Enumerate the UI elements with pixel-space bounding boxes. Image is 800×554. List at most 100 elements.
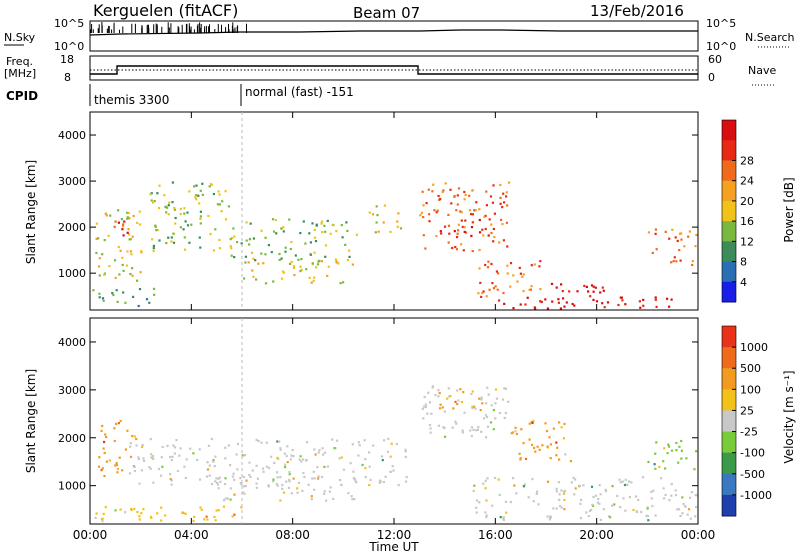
- heatmap-cell: [456, 203, 459, 206]
- heatmap-cell: [399, 227, 403, 230]
- heatmap-cell: [216, 483, 220, 486]
- heatmap-cell: [128, 472, 132, 475]
- heatmap-cell: [298, 458, 301, 461]
- colorbar-tick-label: -100: [740, 447, 765, 460]
- heatmap-cell: [287, 486, 290, 489]
- heatmap-cell: [492, 227, 495, 231]
- heatmap-cell: [364, 467, 367, 470]
- heatmap-cell: [346, 258, 349, 262]
- heatmap-cell: [119, 420, 122, 423]
- heatmap-cell: [524, 457, 528, 460]
- heatmap-cell: [340, 483, 343, 487]
- heatmap-cell: [380, 455, 384, 458]
- heatmap-cell: [351, 443, 354, 446]
- heatmap-cell: [673, 256, 676, 259]
- heatmap-cell: [308, 276, 311, 279]
- heatmap-cell: [129, 445, 132, 448]
- heatmap-cell: [501, 223, 504, 226]
- colorbar-segment: [722, 241, 736, 263]
- heatmap-cell: [482, 290, 485, 293]
- heatmap-cell: [313, 236, 316, 239]
- heatmap-cell: [694, 245, 697, 248]
- heatmap-cell: [404, 450, 407, 453]
- heatmap-cell: [624, 478, 627, 481]
- heatmap-cell: [317, 451, 320, 454]
- heatmap-cell: [423, 395, 426, 399]
- heatmap-cell: [296, 487, 299, 490]
- heatmap-cell: [158, 184, 161, 187]
- time-axis-label: Time UT: [368, 540, 419, 554]
- heatmap-cell: [474, 407, 477, 410]
- heatmap-cell: [190, 223, 193, 226]
- heatmap-cell: [338, 457, 341, 460]
- heatmap-cell: [654, 514, 657, 517]
- heatmap-cell: [463, 411, 466, 414]
- heatmap-cell: [424, 406, 427, 409]
- heatmap-cell: [131, 267, 134, 270]
- heatmap-cell: [169, 455, 172, 459]
- heatmap-cell: [150, 192, 153, 195]
- heatmap-cell: [174, 222, 177, 225]
- heatmap-cell: [326, 274, 329, 277]
- nsearch-tick-high: 10^5: [706, 17, 736, 30]
- heatmap-cell: [230, 247, 233, 250]
- heatmap-cell: [503, 416, 506, 419]
- heatmap-cell: [289, 458, 292, 461]
- heatmap-cell: [97, 465, 101, 468]
- heatmap-cell: [471, 405, 474, 408]
- heatmap-cell: [313, 448, 316, 451]
- heatmap-cell: [664, 230, 667, 233]
- heatmap-cell: [483, 215, 486, 218]
- heatmap-cell: [281, 270, 285, 273]
- heatmap-cell: [224, 446, 227, 449]
- heatmap-cell: [102, 299, 105, 302]
- colorbar-tick-label: 100: [740, 383, 761, 396]
- heatmap-cell: [224, 477, 227, 480]
- heatmap-cell: [117, 245, 120, 249]
- heatmap-cell: [462, 249, 465, 252]
- heatmap-cell: [347, 492, 350, 495]
- heatmap-cell: [276, 456, 279, 459]
- heatmap-cell: [492, 409, 495, 412]
- heatmap-cell: [437, 389, 440, 392]
- heatmap-cell: [361, 463, 364, 467]
- heatmap-cell: [189, 447, 192, 450]
- heatmap-cell: [457, 229, 460, 232]
- heatmap-cell: [630, 481, 633, 484]
- heatmap-cell: [646, 507, 649, 510]
- y-tick-label: 3000: [58, 175, 86, 188]
- heatmap-cell: [436, 209, 439, 212]
- heatmap-cell: [207, 444, 210, 447]
- heatmap-cell: [167, 204, 170, 207]
- heatmap-cell: [105, 436, 108, 439]
- heatmap-cell: [135, 437, 138, 441]
- heatmap-cell: [136, 279, 139, 282]
- x-tick-label: 20:00: [579, 528, 614, 542]
- heatmap-cell: [507, 400, 510, 403]
- heatmap-cell: [660, 477, 663, 480]
- colorbar-tick-label: 1000: [740, 341, 768, 354]
- heatmap-cell: [199, 478, 202, 481]
- heatmap-cell: [278, 252, 281, 256]
- heatmap-cell: [463, 190, 466, 194]
- heatmap-cell: [323, 451, 327, 454]
- heatmap-cell: [304, 242, 307, 245]
- heatmap-cell: [620, 296, 623, 299]
- heatmap-cell: [470, 434, 473, 438]
- heatmap-cell: [155, 229, 158, 232]
- heatmap-cell: [396, 220, 399, 223]
- heatmap-cell: [176, 469, 179, 473]
- heatmap-cell: [538, 265, 541, 268]
- heatmap-cell: [230, 254, 233, 257]
- heatmap-cell: [382, 480, 385, 484]
- heatmap-cell: [658, 465, 661, 468]
- heatmap-cell: [422, 216, 425, 219]
- heatmap-cell: [331, 223, 334, 226]
- heatmap-cell: [471, 390, 474, 393]
- heatmap-cell: [199, 222, 202, 225]
- heatmap-cell: [578, 484, 581, 487]
- heatmap-cell: [268, 466, 271, 470]
- heatmap-cell: [558, 498, 561, 501]
- heatmap-cell: [470, 226, 474, 229]
- heatmap-cell: [468, 209, 471, 212]
